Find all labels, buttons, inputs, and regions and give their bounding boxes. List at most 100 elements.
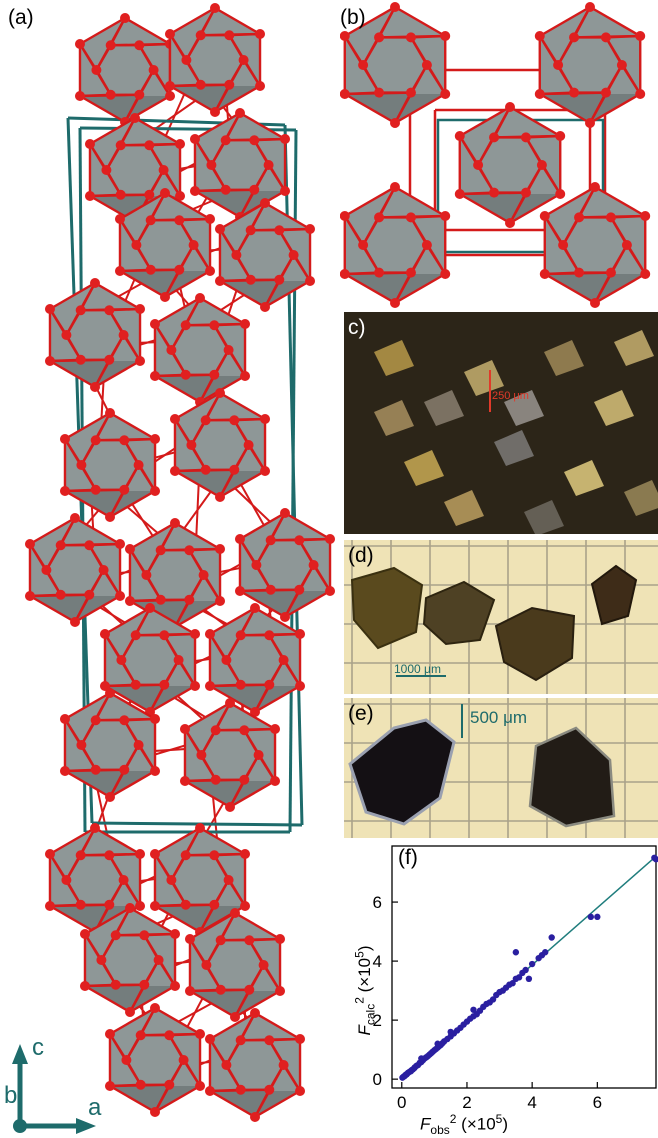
polyhedron-shade bbox=[344, 274, 446, 303]
y-tick-label: 4 bbox=[373, 952, 382, 971]
crystal-flake bbox=[374, 400, 414, 436]
atom bbox=[164, 81, 175, 91]
atom bbox=[104, 1081, 115, 1091]
data-point bbox=[418, 1055, 425, 1062]
atom bbox=[164, 1030, 175, 1041]
atom bbox=[180, 369, 191, 380]
bond-line bbox=[104, 606, 151, 636]
atom bbox=[270, 776, 281, 786]
polyhedron-shade bbox=[539, 94, 641, 123]
bond-line bbox=[284, 589, 331, 619]
atom bbox=[119, 435, 130, 446]
bond-line bbox=[509, 192, 561, 225]
atom bbox=[99, 681, 110, 691]
atom bbox=[230, 1012, 240, 1022]
polyhedron-shade bbox=[49, 361, 141, 387]
bond-line bbox=[229, 701, 276, 731]
c-axis-label: c bbox=[32, 1034, 44, 1061]
polyhedron-shade bbox=[239, 591, 331, 617]
c-axis-arrowhead bbox=[12, 1044, 28, 1064]
atom bbox=[150, 434, 161, 444]
bond-line bbox=[214, 84, 261, 114]
atom bbox=[135, 901, 146, 911]
data-point bbox=[489, 996, 497, 1003]
atom bbox=[621, 240, 632, 250]
atom bbox=[454, 131, 465, 141]
bond-line bbox=[264, 279, 311, 309]
atom bbox=[539, 211, 550, 221]
bond-line bbox=[344, 272, 396, 305]
atom bbox=[139, 979, 150, 990]
atom bbox=[534, 31, 545, 41]
icosahedron bbox=[44, 823, 146, 937]
bond-line bbox=[149, 606, 196, 636]
atom bbox=[210, 725, 221, 736]
atom bbox=[98, 565, 109, 575]
bond-line bbox=[594, 272, 646, 305]
bond-line bbox=[609, 216, 628, 246]
data-point bbox=[594, 913, 601, 921]
bond-line bbox=[459, 192, 511, 225]
icosahedron bbox=[79, 903, 181, 1017]
atom bbox=[245, 274, 256, 285]
atom bbox=[135, 304, 146, 314]
bond-line bbox=[49, 359, 96, 389]
atom bbox=[223, 345, 234, 355]
atom bbox=[280, 612, 290, 622]
data-point bbox=[525, 975, 533, 983]
atom bbox=[374, 212, 385, 223]
atom bbox=[473, 160, 484, 170]
atom bbox=[115, 539, 126, 549]
bond-line bbox=[234, 911, 281, 941]
atom bbox=[76, 460, 87, 470]
atom bbox=[145, 215, 156, 226]
atom bbox=[260, 466, 271, 476]
atom bbox=[294, 535, 305, 546]
atom bbox=[116, 655, 127, 665]
atom bbox=[295, 681, 306, 691]
atom bbox=[574, 267, 585, 278]
atom bbox=[585, 118, 595, 128]
atom bbox=[131, 240, 142, 250]
bond-line bbox=[109, 1006, 156, 1036]
atom bbox=[90, 764, 101, 775]
atom bbox=[105, 408, 115, 418]
atom bbox=[79, 981, 90, 991]
bond-line bbox=[284, 511, 331, 541]
atom bbox=[221, 1060, 232, 1070]
atom bbox=[325, 534, 336, 544]
atom bbox=[90, 435, 101, 446]
crystal-flake bbox=[424, 390, 464, 426]
atom bbox=[505, 102, 515, 112]
atom bbox=[170, 929, 181, 939]
atom bbox=[55, 589, 66, 600]
atom bbox=[195, 79, 206, 90]
atom bbox=[264, 1084, 275, 1095]
atom bbox=[251, 560, 262, 570]
atom bbox=[555, 189, 566, 199]
panel-c-photo-image bbox=[344, 312, 658, 534]
crystal-flake bbox=[444, 490, 484, 526]
panel-e-scalebar-label: 500 μm bbox=[470, 708, 528, 727]
atom bbox=[159, 630, 170, 641]
atom bbox=[55, 540, 66, 551]
bond-line bbox=[64, 489, 111, 519]
atom bbox=[180, 850, 191, 861]
bond-line bbox=[254, 606, 301, 636]
bond-line bbox=[539, 92, 591, 125]
crystal bbox=[422, 580, 496, 646]
atom bbox=[209, 899, 220, 910]
bond-line bbox=[174, 599, 221, 629]
bond-line bbox=[194, 111, 241, 141]
atom bbox=[220, 184, 231, 195]
atom bbox=[558, 240, 569, 250]
bond-line bbox=[199, 826, 246, 856]
atom bbox=[214, 276, 225, 286]
atom bbox=[90, 823, 100, 833]
b-axis-label: b bbox=[4, 1082, 18, 1109]
bond-line bbox=[154, 826, 201, 856]
atom bbox=[209, 320, 220, 331]
atom bbox=[249, 135, 260, 146]
atom bbox=[195, 1029, 206, 1039]
atom bbox=[175, 139, 186, 149]
